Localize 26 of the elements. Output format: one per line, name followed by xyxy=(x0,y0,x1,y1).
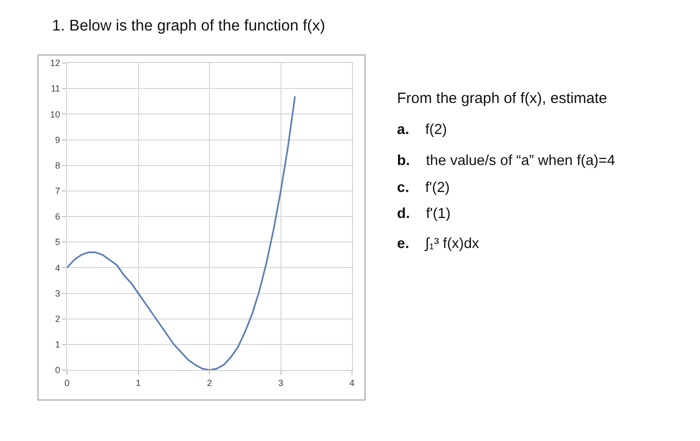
x-tick-label: 1 xyxy=(136,378,141,388)
y-tick-label: 10 xyxy=(50,109,60,120)
y-tick-label: 6 xyxy=(55,212,60,222)
y-tick-label: 12 xyxy=(50,58,60,68)
text: c. f'(2) xyxy=(397,180,450,196)
y-tick-label: 11 xyxy=(50,84,60,94)
y-tick-label: 3 xyxy=(55,288,60,298)
text: b. the value/s of “a” when f(a)=4 xyxy=(397,153,616,169)
y-tick-label: 8 xyxy=(55,160,60,170)
y-tick-label: 1 xyxy=(55,340,60,350)
text: a. f(2) xyxy=(397,122,447,138)
text: d. f'(1) xyxy=(397,206,451,222)
text: From the graph of f(x), estimate xyxy=(397,90,608,107)
y-tick-label: 2 xyxy=(55,314,60,324)
y-tick-label: 4 xyxy=(55,262,60,273)
y-tick-label: 7 xyxy=(55,186,60,196)
y-tick-label: 9 xyxy=(55,134,60,145)
y-tick-label: 5 xyxy=(55,237,60,248)
x-tick-label: 2 xyxy=(206,378,212,388)
y-tick-label: 0 xyxy=(55,365,60,376)
x-tick-label: 0 xyxy=(64,378,70,388)
text: e. ∫₁³ f(x)dx xyxy=(397,236,480,252)
x-tick-label: 3 xyxy=(278,378,284,388)
chart-title: 1. Below is the graph of the function f(x) xyxy=(52,17,326,34)
x-tick-label: 4 xyxy=(349,378,355,388)
line-series xyxy=(67,95,296,370)
